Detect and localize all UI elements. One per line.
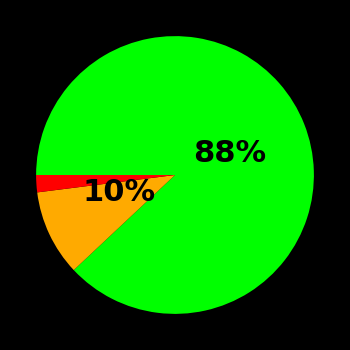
- Text: 10%: 10%: [83, 177, 156, 206]
- Text: 88%: 88%: [193, 139, 266, 168]
- Wedge shape: [36, 175, 175, 192]
- Wedge shape: [36, 36, 314, 314]
- Wedge shape: [37, 175, 175, 270]
